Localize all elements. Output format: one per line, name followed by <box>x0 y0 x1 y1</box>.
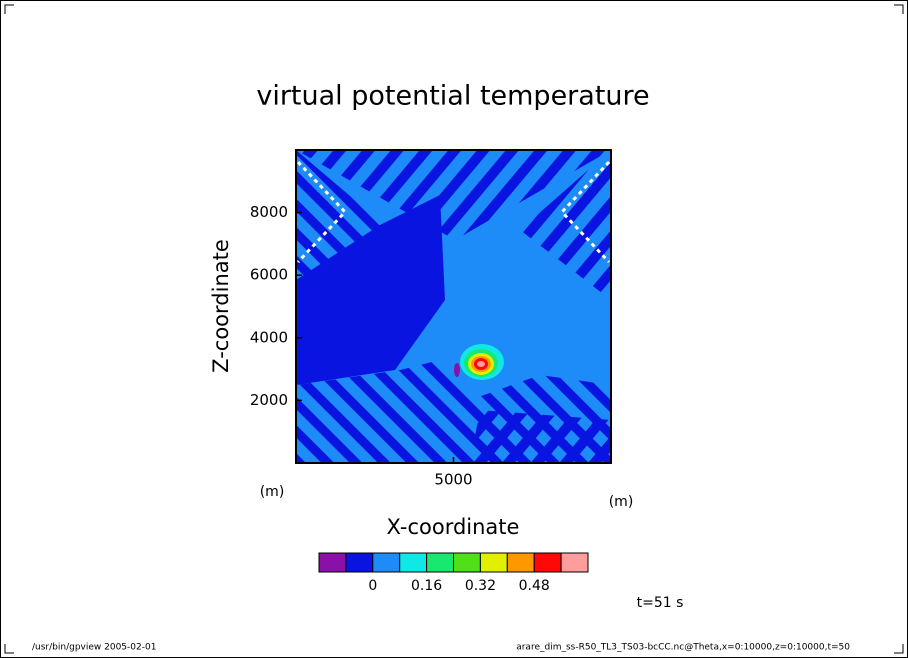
colorbar-box <box>318 552 347 573</box>
colorbar-box <box>399 552 428 573</box>
colorbar-tick-label: 0.48 <box>519 578 550 594</box>
corner-marks <box>4 4 904 654</box>
colorbar-box <box>345 552 374 573</box>
colorbar-box <box>506 552 535 573</box>
colorbar-box <box>560 552 589 573</box>
y-tick-label: 2000 <box>250 391 288 409</box>
x-unit: (m) <box>609 494 634 510</box>
colorbar-tick-label: 0 <box>368 578 377 594</box>
contour-field <box>296 150 611 463</box>
colorbar-box <box>372 552 401 573</box>
time-label: t=51 s <box>637 595 684 611</box>
colorbar-box <box>426 552 455 573</box>
colorbar-box <box>453 552 481 573</box>
x-axis-label: X-coordinate <box>387 515 520 539</box>
colorbar-box <box>479 552 508 573</box>
footer-left: /usr/bin/gpview 2005-02-01 <box>32 643 156 653</box>
chart-title: virtual potential temperature <box>256 81 649 112</box>
colorbar-tick-label: 0.16 <box>411 578 442 594</box>
y-unit: (m) <box>260 484 285 500</box>
y-tick-label: 6000 <box>250 266 288 284</box>
y-axis-label: Z-coordinate <box>209 239 233 373</box>
y-tick-label: 8000 <box>250 203 288 221</box>
x-tick-label: 5000 <box>434 471 472 489</box>
y-tick-label: 4000 <box>250 328 288 346</box>
colorbar-box <box>533 552 562 573</box>
colorbar-tick-label: 0.32 <box>465 578 496 594</box>
footer-right: arare_dim_ss-R50_TL3_TS03-bcCC.nc@Theta,… <box>516 643 850 653</box>
